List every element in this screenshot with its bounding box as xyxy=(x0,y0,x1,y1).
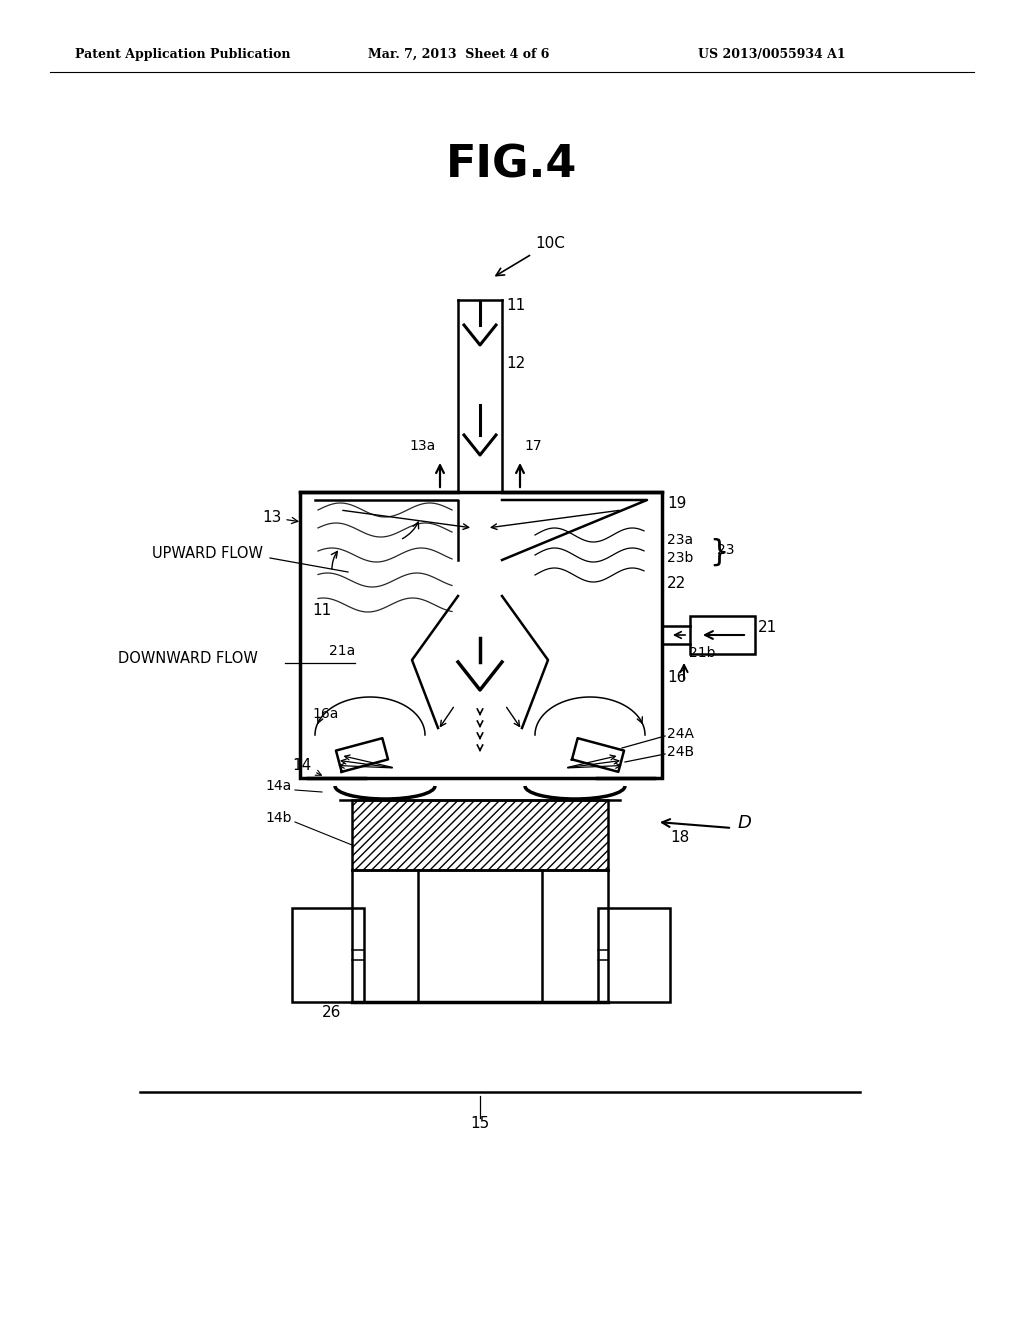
Text: 24A: 24A xyxy=(667,727,694,741)
Text: Patent Application Publication: Patent Application Publication xyxy=(75,48,291,61)
Text: 11: 11 xyxy=(506,298,525,313)
Text: 13: 13 xyxy=(262,510,298,525)
Bar xyxy=(598,908,670,1002)
Bar xyxy=(690,616,755,653)
Text: 10C: 10C xyxy=(535,236,565,251)
Text: Mar. 7, 2013  Sheet 4 of 6: Mar. 7, 2013 Sheet 4 of 6 xyxy=(368,48,549,61)
Text: 13a: 13a xyxy=(410,440,436,453)
Text: 21b: 21b xyxy=(689,645,716,660)
Text: 11: 11 xyxy=(312,603,331,618)
Text: 14b: 14b xyxy=(265,810,292,825)
Text: DOWNWARD FLOW: DOWNWARD FLOW xyxy=(118,651,258,667)
Text: 14: 14 xyxy=(292,758,322,775)
Bar xyxy=(300,492,662,777)
Text: 17: 17 xyxy=(524,440,542,453)
Text: 23: 23 xyxy=(717,543,734,557)
Bar xyxy=(292,908,364,1002)
Bar xyxy=(352,800,608,870)
Text: 23b: 23b xyxy=(667,550,693,565)
Text: 26: 26 xyxy=(322,1005,341,1020)
Text: 21: 21 xyxy=(758,620,777,635)
Text: UPWARD FLOW: UPWARD FLOW xyxy=(152,546,263,561)
Text: 16: 16 xyxy=(667,671,686,685)
Text: 14a: 14a xyxy=(266,779,292,793)
Text: 19: 19 xyxy=(667,496,686,511)
Text: 22: 22 xyxy=(667,576,686,591)
Text: }: } xyxy=(709,537,728,566)
Text: 12: 12 xyxy=(506,356,525,371)
Text: 23a: 23a xyxy=(667,533,693,546)
Text: 18: 18 xyxy=(670,830,689,845)
Text: 24B: 24B xyxy=(667,744,694,759)
Text: 21a: 21a xyxy=(329,644,355,657)
Text: FIG.4: FIG.4 xyxy=(446,144,578,186)
Text: D: D xyxy=(738,814,752,832)
Text: US 2013/0055934 A1: US 2013/0055934 A1 xyxy=(698,48,846,61)
Text: 16a: 16a xyxy=(312,708,338,721)
Text: 15: 15 xyxy=(470,1115,489,1131)
